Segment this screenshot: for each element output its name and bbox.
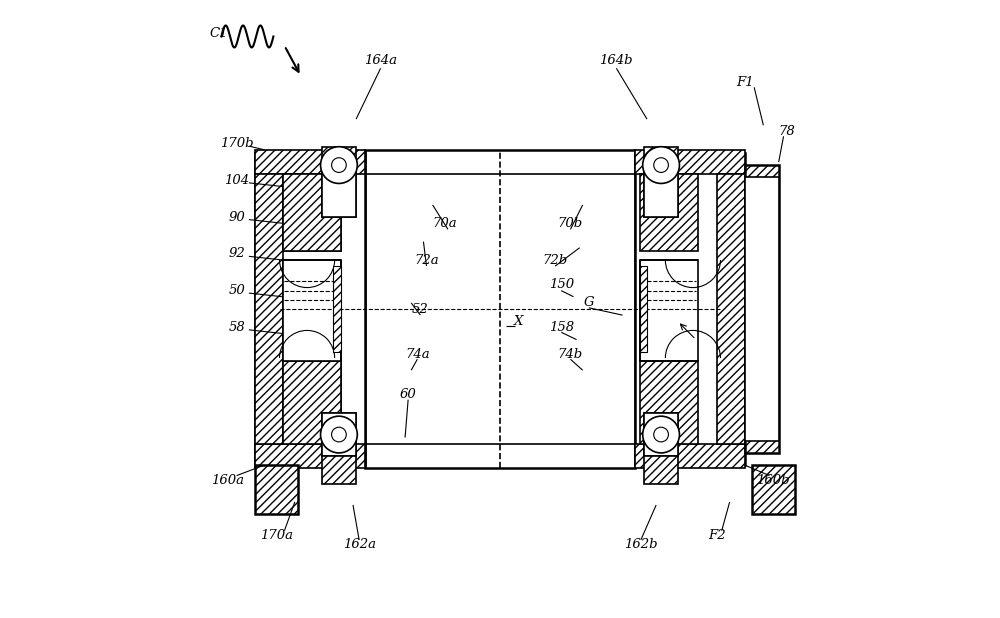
Bar [322,413,356,456]
Bar [255,465,298,514]
Text: 164a: 164a [364,54,397,67]
Circle shape [332,427,346,442]
Circle shape [654,158,668,172]
Circle shape [643,146,679,184]
Circle shape [654,427,668,442]
Text: 52: 52 [412,302,429,316]
Bar [745,165,779,453]
Text: 70b: 70b [558,217,583,230]
Bar [640,361,698,444]
Circle shape [321,146,357,184]
Circle shape [321,416,357,453]
Bar [283,358,341,444]
Bar [635,150,745,174]
Bar [635,153,745,465]
Text: 72a: 72a [414,253,439,266]
Bar [644,172,678,217]
Bar [322,456,356,483]
Text: 74b: 74b [558,349,583,362]
Text: 90: 90 [228,211,245,224]
Text: 72b: 72b [542,253,568,266]
Text: 162a: 162a [343,538,376,551]
Text: 92: 92 [228,247,245,260]
Text: 78: 78 [778,125,795,138]
Text: 50: 50 [228,284,245,297]
Bar [644,413,678,456]
Bar [255,153,365,465]
Bar [333,266,341,352]
Circle shape [643,416,679,453]
Bar [644,456,678,483]
Bar [283,174,341,251]
Text: 170b: 170b [220,137,253,150]
Bar [640,260,698,361]
Bar [635,444,745,468]
Text: F1: F1 [736,76,754,89]
Text: 60: 60 [400,388,417,401]
Text: F2: F2 [709,529,726,542]
Bar [322,172,356,217]
Bar [644,172,678,217]
Bar [284,358,340,361]
Text: 58: 58 [228,321,245,334]
Text: 70a: 70a [433,217,457,230]
Bar [255,174,283,444]
Text: C1: C1 [209,27,228,40]
Bar [745,177,779,441]
Text: 158: 158 [549,321,574,334]
Bar [255,444,365,468]
Bar [752,465,795,514]
Text: 104: 104 [224,174,249,187]
Circle shape [332,158,346,172]
Bar [322,413,356,456]
Bar [322,172,356,217]
Bar [644,146,678,174]
Bar [640,266,647,352]
Text: 162b: 162b [624,538,658,551]
Text: 150: 150 [549,278,574,291]
Text: 160b: 160b [756,474,789,487]
Text: G: G [583,297,594,310]
Text: 170a: 170a [260,529,293,542]
Bar [644,413,678,456]
Bar [322,146,356,174]
Bar [365,150,635,468]
Text: X: X [514,315,523,328]
Bar [283,260,341,361]
Text: 160a: 160a [211,474,244,487]
Text: 74a: 74a [405,349,430,362]
Bar [283,174,341,251]
Bar [717,174,745,444]
Bar [283,361,341,444]
Text: 164b: 164b [600,54,633,67]
Bar [255,150,365,174]
Bar [640,174,698,251]
